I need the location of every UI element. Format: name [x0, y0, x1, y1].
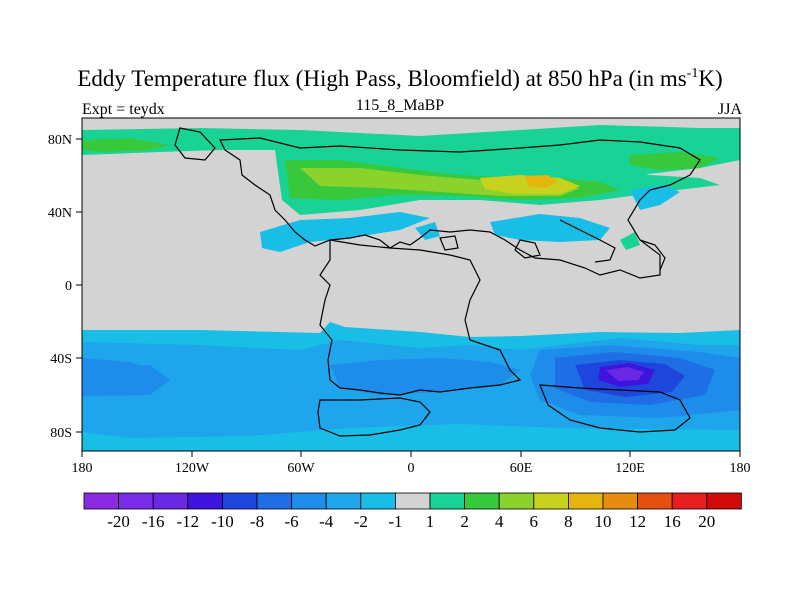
lat-tick-0: 0: [65, 279, 72, 294]
lon-tick-60w: 60W: [287, 461, 315, 476]
plot-title-text: Eddy Temperature flux (High Pass, Bloomf…: [77, 66, 687, 91]
colorbar-label: -2: [354, 512, 368, 531]
colorbar-label: 12: [629, 512, 646, 531]
continent-antarctic-left: [317, 397, 431, 437]
lat-tick-80n: 80N: [48, 133, 72, 148]
colorbar-box: [221, 492, 258, 510]
axis-ticks: [76, 138, 741, 457]
continent-island-a: [514, 239, 541, 259]
north-east-blue: [630, 185, 680, 210]
longitude-labels: 180 120W 60W 0 60E 120E 180: [72, 461, 751, 476]
continent-africa-south: [319, 239, 522, 396]
colorbar-box: [602, 492, 638, 510]
plot-title-superscript: -1: [686, 66, 699, 81]
north-mid-blue-small: [415, 222, 440, 240]
lon-tick-120e: 120E: [615, 461, 645, 476]
colorbar-box: [325, 492, 362, 510]
north-east-green-patch: [620, 232, 640, 250]
colorbar-box: [637, 492, 673, 510]
colorbar-label: -16: [142, 512, 165, 531]
lat-tick-80s: 80S: [50, 426, 72, 441]
colorbar-label: 8: [564, 512, 573, 531]
colorbar-box: [360, 492, 396, 510]
lon-tick-180e: 180: [730, 461, 751, 476]
lon-tick-120w: 120W: [175, 461, 210, 476]
colorbar-box: [118, 492, 154, 510]
lon-tick-0: 0: [408, 461, 415, 476]
latitude-labels: 80N 40N 0 40S 80S: [48, 133, 72, 441]
colorbar-box: [568, 492, 604, 510]
colorbar-label: 20: [698, 512, 715, 531]
colorbar-box: [394, 492, 431, 510]
southern-pacific-patch: [82, 365, 170, 396]
lon-tick-60e: 60E: [510, 461, 533, 476]
colorbar-label: 10: [595, 512, 612, 531]
continent-island-b: [439, 235, 459, 251]
colorbar-box: [533, 492, 569, 510]
lat-tick-40n: 40N: [48, 206, 72, 221]
colorbar-label: -10: [211, 512, 234, 531]
lat-tick-40s: 40S: [50, 352, 72, 367]
colorbar-label: -6: [285, 512, 299, 531]
colorbar-box: [152, 492, 189, 510]
colorbar-box: [429, 492, 465, 510]
north-atlantic-blue: [490, 214, 610, 242]
colorbar-label: 2: [460, 512, 469, 531]
colorbar-box: [83, 492, 119, 510]
colorbar-box: [291, 492, 327, 510]
colorbar-box: [256, 492, 292, 510]
colorbar-labels: -20 -16 -12 -10 -8 -6 -4 -2 -1 1 2 4 6 8 10 12 16 20: [107, 512, 715, 531]
colorbar-box: [498, 492, 535, 510]
southern-band-indian-a: [330, 358, 520, 395]
continent-outlines: [174, 127, 701, 437]
plot-title: Eddy Temperature flux (High Pass, Bloomf…: [0, 66, 800, 92]
continent-north: [219, 137, 701, 279]
colorbar-box: [706, 492, 742, 510]
continent-greenland: [174, 127, 216, 161]
colorbar-label: 16: [664, 512, 681, 531]
continent-asia-detail: [559, 219, 616, 263]
colorbar-label: -20: [107, 512, 130, 531]
colorbar-label: 6: [530, 512, 539, 531]
north-pacific-blue: [260, 212, 430, 252]
colorbar-label: -1: [388, 512, 402, 531]
southern-band-deepest: [606, 367, 644, 381]
colorbar-box: [464, 492, 500, 510]
season-label: JJA: [717, 101, 742, 118]
colorbar-label: -12: [176, 512, 199, 531]
colorbar-label: -4: [319, 512, 334, 531]
colorbar-box: [671, 492, 708, 510]
continent-east-coast: [639, 239, 666, 271]
map-fields: [82, 118, 740, 451]
colorbar-box: [187, 492, 223, 510]
north-left-green: [82, 138, 170, 152]
colorbar-label: 4: [495, 512, 504, 531]
experiment-label: Expt = teydx: [82, 101, 165, 118]
colorbar-label: 1: [426, 512, 435, 531]
colorbar: [83, 492, 742, 510]
colorbar-label: -8: [250, 512, 264, 531]
north-core-b: [525, 175, 558, 188]
continent-antarctic-right: [539, 384, 691, 433]
time-label: 115_8_MaBP: [355, 97, 445, 114]
lon-tick-180w: 180: [72, 461, 93, 476]
north-eastern-green: [630, 152, 720, 170]
plot-title-end: K): [698, 66, 723, 91]
